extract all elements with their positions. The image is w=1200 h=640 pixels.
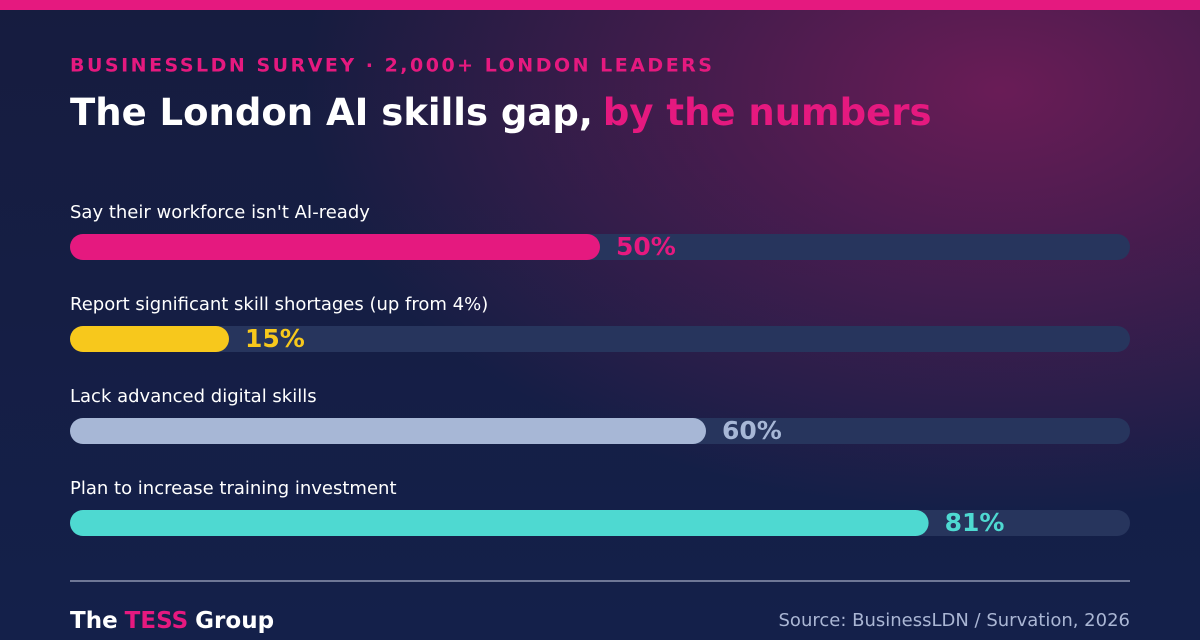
- bar-track: [70, 326, 1130, 352]
- top-stripe: [0, 0, 1200, 10]
- value-label: 60%: [722, 416, 782, 445]
- category-label: Say their workforce isn't AI-ready: [70, 202, 370, 223]
- title-main: The London AI skills gap,: [70, 91, 593, 134]
- brand-part: Group: [195, 608, 274, 634]
- category-label: Lack advanced digital skills: [70, 386, 317, 407]
- brand-highlight: TESS: [125, 608, 189, 634]
- value-label: 81%: [945, 508, 1005, 537]
- chart-title: The London AI skills gap, by the numbers: [70, 91, 931, 134]
- category-label: Plan to increase training investment: [70, 478, 397, 499]
- bar: [70, 418, 706, 444]
- value-label: 15%: [245, 324, 305, 353]
- value-label: 50%: [616, 232, 676, 261]
- bar: [70, 234, 600, 260]
- title-highlight: by the numbers: [603, 91, 932, 134]
- kicker: BUSINESSLDN SURVEY · 2,000+ LONDON LEADE…: [70, 55, 715, 77]
- brand-part: The: [70, 608, 118, 634]
- bar: [70, 326, 229, 352]
- category-label: Report significant skill shortages (up f…: [70, 294, 488, 315]
- bar: [70, 510, 929, 536]
- brand: The TESS Group: [70, 608, 274, 634]
- source: Source: BusinessLDN / Survation, 2026: [779, 610, 1131, 631]
